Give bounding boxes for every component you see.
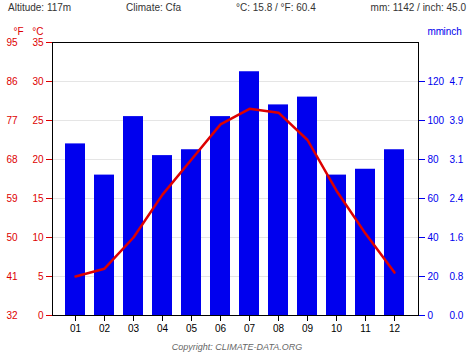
svg-text:inch: inch [444,26,462,37]
svg-text:10: 10 [331,323,343,334]
svg-text:40: 40 [428,232,440,243]
svg-text:mm: mm [428,26,445,37]
svg-text:32: 32 [6,310,18,321]
svg-text:04: 04 [157,323,169,334]
svg-text:°C: °C [32,26,43,37]
svg-text:80: 80 [428,154,440,165]
svg-text:08: 08 [273,323,285,334]
svg-text:20: 20 [428,271,440,282]
svg-text:50: 50 [6,232,18,243]
svg-text:09: 09 [302,323,314,334]
svg-text:11: 11 [360,323,371,334]
html-text:Copyright: CLIMATE-DATA.ORG: Copyright: CLIMATE-DATA.ORG [171,342,303,352]
svg-text:25: 25 [32,115,44,126]
html-text:Altitude: 117m: Altitude: 117m [8,2,72,13]
svg-text:86: 86 [6,76,18,87]
svg-text:20: 20 [32,154,44,165]
html-text:°C: 15.8 / °F: 60.4: °C: 15.8 / °F: 60.4 [236,2,316,13]
svg-text:3.1: 3.1 [450,154,464,165]
svg-text:35: 35 [32,37,44,48]
svg-text:95: 95 [6,37,18,48]
svg-text:07: 07 [244,323,256,334]
svg-text:06: 06 [215,323,227,334]
svg-text:5: 5 [38,271,44,282]
svg-text:77: 77 [6,115,18,126]
svg-text:0.0: 0.0 [450,310,464,321]
svg-text:01: 01 [70,323,82,334]
svg-text:0.8: 0.8 [450,271,464,282]
svg-text:12: 12 [389,323,401,334]
svg-text:0: 0 [428,310,434,321]
html-text:Climate: Cfa: Climate: Cfa [126,2,182,13]
svg-text:05: 05 [186,323,198,334]
svg-text:100: 100 [428,115,445,126]
html-text:mm: 1142 / inch: 45.0: mm: 1142 / inch: 45.0 [370,2,466,13]
svg-text:120: 120 [428,76,445,87]
svg-text:30: 30 [32,76,44,87]
svg-text:68: 68 [6,154,18,165]
svg-text:59: 59 [6,193,18,204]
svg-text:03: 03 [128,323,140,334]
svg-text:3.9: 3.9 [450,115,464,126]
svg-text:1.6: 1.6 [450,232,464,243]
svg-text:60: 60 [428,193,440,204]
svg-text:15: 15 [32,193,44,204]
svg-text:41: 41 [6,271,18,282]
svg-text:10: 10 [32,232,44,243]
svg-text:0: 0 [38,310,44,321]
svg-text:02: 02 [99,323,111,334]
svg-text:4.7: 4.7 [450,76,464,87]
svg-text:°F: °F [13,26,23,37]
svg-text:2.4: 2.4 [450,193,464,204]
